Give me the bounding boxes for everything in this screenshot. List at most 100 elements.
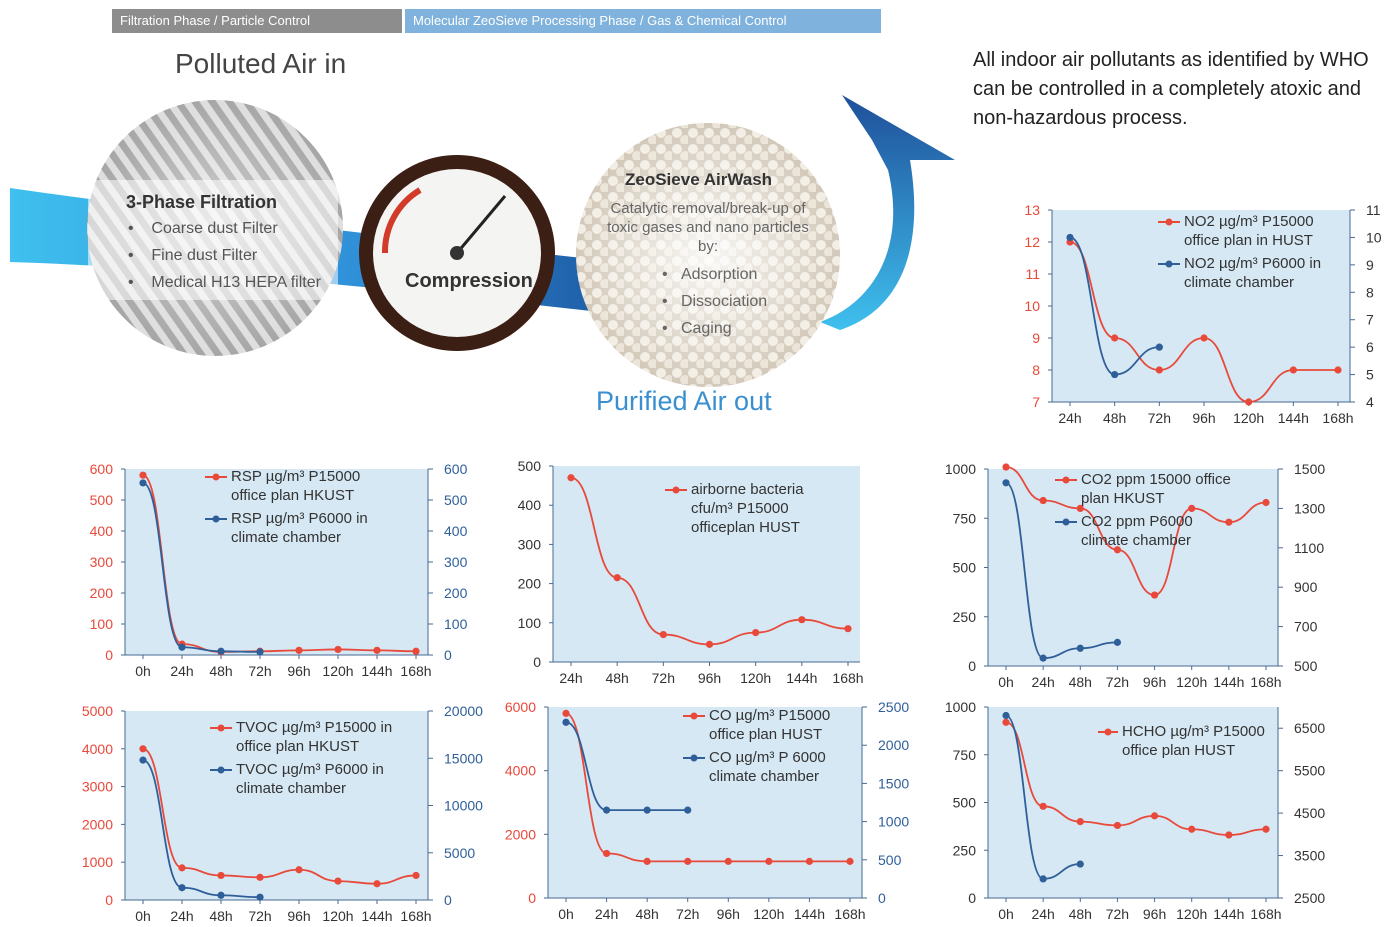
x-tick-label: 72h bbox=[1106, 906, 1129, 922]
y-tick-label-left: 100 bbox=[90, 616, 114, 632]
y-tick-label-right: 6500 bbox=[1294, 720, 1325, 736]
x-tick-label: 168h bbox=[832, 670, 863, 686]
y-tick-label-left: 250 bbox=[953, 842, 977, 858]
zeosieve-item: • Caging bbox=[662, 320, 732, 337]
data-point bbox=[567, 474, 575, 482]
y-tick-label-left: 750 bbox=[953, 747, 977, 763]
filtration-item: • Coarse dust Filter bbox=[128, 220, 278, 237]
y-tick-label-left: 200 bbox=[518, 576, 542, 592]
air-flow-arrow bbox=[820, 95, 955, 330]
y-tick-label-right: 8 bbox=[1366, 284, 1374, 300]
y-tick-label-right: 11 bbox=[1366, 202, 1381, 218]
data-point bbox=[659, 630, 667, 639]
zeosieve-description: Catalytic removal/break-up of toxic gase… bbox=[607, 200, 809, 255]
y-tick-label-left: 0 bbox=[528, 890, 536, 906]
data-point bbox=[1188, 825, 1196, 833]
data-point bbox=[295, 646, 303, 654]
y-tick-label-left: 500 bbox=[953, 795, 977, 811]
x-tick-label: 144h bbox=[794, 906, 825, 922]
y-tick-label-left: 4000 bbox=[82, 741, 113, 757]
who-note: All indoor air pollutants as identified … bbox=[973, 49, 1369, 129]
x-tick-label: 24h bbox=[170, 908, 193, 924]
data-point bbox=[334, 645, 342, 654]
y-tick-label-right: 1100 bbox=[1294, 540, 1324, 556]
data-point bbox=[217, 647, 225, 655]
y-tick-label-right: 5000 bbox=[444, 845, 475, 861]
y-tick-label-right: 1000 bbox=[878, 814, 909, 830]
y-tick-label-right: 500 bbox=[878, 852, 902, 868]
y-tick-label-right: 15000 bbox=[444, 750, 483, 766]
y-tick-label-right: 0 bbox=[878, 890, 886, 906]
data-point bbox=[1111, 370, 1119, 379]
x-tick-label: 72h bbox=[1106, 674, 1129, 690]
data-point bbox=[1002, 718, 1010, 726]
y-tick-label-left: 7 bbox=[1032, 394, 1040, 410]
y-tick-label-left: 1000 bbox=[82, 854, 113, 870]
data-point bbox=[178, 864, 186, 872]
x-tick-label: 72h bbox=[652, 670, 675, 686]
tab-molecular-phase[interactable]: Molecular ZeoSieve Processing Phase / Ga… bbox=[405, 9, 881, 33]
x-tick-label: 48h bbox=[209, 663, 232, 679]
x-tick-label: 144h bbox=[1213, 906, 1244, 922]
data-point bbox=[217, 891, 225, 899]
chart-bacteria: 24h 48h 72h 96h 120h 144h 168h 500 400 300 200 100 0… bbox=[518, 458, 864, 686]
x-tick-label: 144h bbox=[786, 670, 817, 686]
y-tick-label-left: 2000 bbox=[505, 826, 536, 842]
data-point bbox=[1113, 821, 1122, 830]
x-tick-label: 96h bbox=[717, 906, 740, 922]
legend-label: CO µg/m³ P 6000 bbox=[709, 749, 826, 766]
legend-label: plan HKUST bbox=[1081, 490, 1164, 507]
legend-label: climate chamber bbox=[236, 780, 346, 797]
y-tick-label-left: 300 bbox=[518, 536, 542, 552]
y-tick-label-right: 1300 bbox=[1294, 500, 1325, 516]
x-tick-label: 24h bbox=[559, 670, 582, 686]
y-tick-label-right: 5 bbox=[1366, 367, 1374, 383]
y-tick-label-left: 750 bbox=[953, 510, 977, 526]
x-tick-label: 168h bbox=[1250, 906, 1281, 922]
data-point bbox=[805, 857, 814, 865]
x-tick-label: 96h bbox=[698, 670, 721, 686]
legend-label: climate chamber bbox=[1184, 274, 1294, 291]
x-tick-label: 96h bbox=[287, 908, 310, 924]
chart-co2: 0h 24h 48h 72h 96h 120h 144h 168h 1000 750 500 250 0… bbox=[945, 461, 1326, 690]
x-tick-label: 144h bbox=[1278, 410, 1309, 426]
legend-label: RSP µg/m³ P15000 bbox=[231, 468, 360, 485]
legend-label: office plan in HUST bbox=[1184, 232, 1313, 249]
x-tick-label: 48h bbox=[1103, 410, 1126, 426]
data-point bbox=[1113, 546, 1122, 554]
y-tick-label-left: 1000 bbox=[945, 461, 976, 477]
data-point bbox=[334, 877, 342, 885]
legend-marker bbox=[1165, 260, 1173, 268]
y-tick-label-left: 400 bbox=[90, 523, 114, 539]
x-tick-label: 144h bbox=[361, 908, 392, 924]
y-tick-label-right: 6 bbox=[1366, 339, 1374, 355]
legend-label: office plan HKUST bbox=[231, 487, 354, 504]
data-point bbox=[1155, 366, 1163, 374]
data-point bbox=[139, 479, 147, 487]
filtration-item: • Fine dust Filter bbox=[128, 247, 258, 264]
legend-marker bbox=[212, 473, 220, 481]
x-tick-label: 168h bbox=[400, 663, 431, 679]
chart-no2: 24h 48h 72h 96h 120h 144h 168h 13 12 11 10 9 8 7 11 10 9… bbox=[1024, 202, 1381, 426]
tab-filtration-phase[interactable]: Filtration Phase / Particle Control bbox=[112, 9, 402, 33]
y-tick-label-right: 500 bbox=[444, 492, 468, 508]
chart-rsp: 0h 24h 48h 72h 96h 120h 144h 168h 600 500 400 300 20… bbox=[90, 461, 468, 679]
data-point bbox=[1039, 802, 1047, 810]
data-point bbox=[412, 871, 420, 880]
y-tick-label-left: 600 bbox=[90, 461, 114, 477]
x-tick-label: 168h bbox=[834, 906, 865, 922]
x-tick-label: 24h bbox=[170, 663, 193, 679]
y-tick-label-left: 500 bbox=[90, 492, 114, 508]
filter-image bbox=[87, 100, 343, 356]
data-point bbox=[139, 471, 147, 479]
legend-marker bbox=[690, 712, 698, 720]
data-point bbox=[643, 806, 651, 814]
purified-air-title: Purified Air out bbox=[596, 386, 772, 416]
data-point bbox=[256, 893, 264, 901]
legend-label: office plan HKUST bbox=[236, 738, 359, 755]
data-point bbox=[602, 806, 611, 814]
y-tick-label-right: 4 bbox=[1366, 394, 1374, 410]
series-line bbox=[565, 712, 850, 863]
data-point bbox=[373, 880, 381, 888]
